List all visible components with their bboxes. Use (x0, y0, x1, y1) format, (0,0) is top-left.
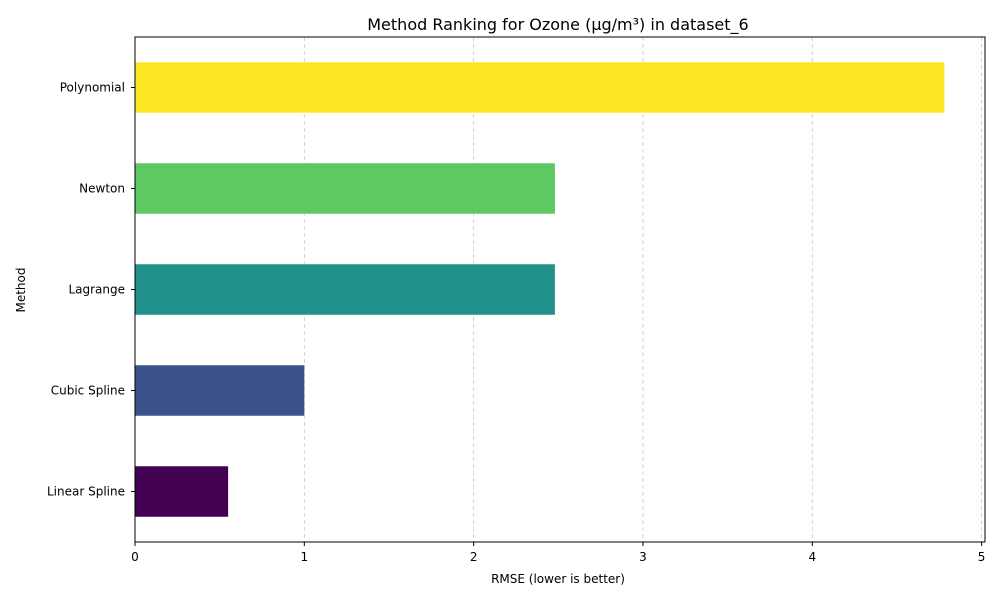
y-tick-label: Linear Spline (47, 485, 125, 499)
y-ticks: Linear Spline Cubic Spline Lagrange Newton P… (47, 81, 135, 499)
y-tick-label: Cubic Spline (51, 384, 125, 398)
bar-polynomial (135, 62, 945, 113)
chart-title: Method Ranking for Ozone (µg/m³) in data… (367, 15, 748, 35)
bar-linear-spline (135, 466, 229, 517)
bar-newton (135, 163, 555, 214)
bar-lagrange (135, 264, 555, 315)
x-axis-label: RMSE (lower is better) (491, 572, 625, 586)
x-tick-label: 0 (131, 550, 139, 564)
x-tick-label: 3 (639, 550, 647, 564)
x-tick-label: 4 (808, 550, 816, 564)
x-tick-label: 2 (470, 550, 478, 564)
bars-group (135, 62, 945, 517)
bar-cubic-spline (135, 365, 305, 416)
y-tick-label: Polynomial (60, 81, 125, 95)
x-tick-label: 1 (301, 550, 309, 564)
x-ticks: 0 1 2 3 4 5 (131, 542, 985, 564)
y-tick-label: Lagrange (68, 283, 125, 297)
y-tick-label: Newton (79, 182, 125, 196)
x-tick-label: 5 (978, 550, 986, 564)
y-axis-label: Method (14, 267, 28, 312)
